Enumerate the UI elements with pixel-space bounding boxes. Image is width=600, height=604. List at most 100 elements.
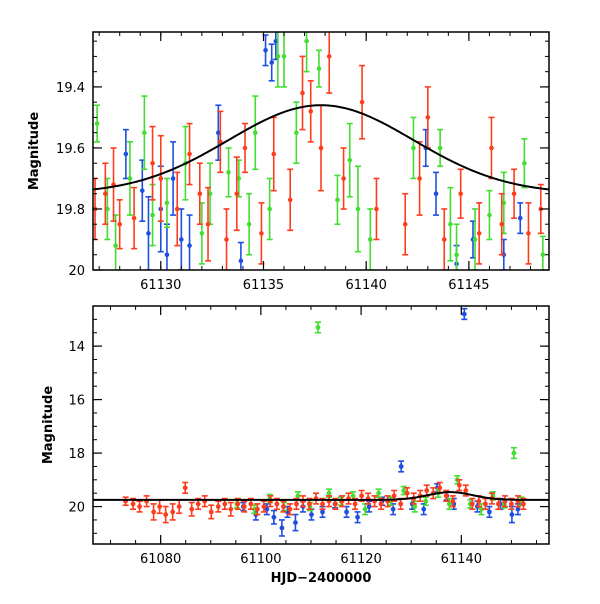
full-point-red <box>156 499 163 515</box>
data-point <box>489 145 494 151</box>
zoom-point-green <box>266 177 273 241</box>
zoom-point-red <box>102 162 109 226</box>
data-point <box>235 501 241 507</box>
data-point <box>158 176 164 181</box>
data-point <box>130 501 136 507</box>
data-point <box>274 501 280 507</box>
zoom-point-red <box>318 104 324 192</box>
full-y-tick-label: 18 <box>68 447 85 462</box>
data-point <box>350 493 356 499</box>
full-data-layer <box>93 307 549 537</box>
zoom-point-green <box>303 32 310 73</box>
data-point <box>151 509 157 515</box>
zoom-point-red <box>233 156 240 232</box>
data-point <box>295 493 301 499</box>
data-point <box>437 145 443 151</box>
data-point <box>487 212 492 218</box>
data-point <box>476 231 482 236</box>
data-point <box>391 493 397 499</box>
full-y-tick-label: 16 <box>68 394 85 409</box>
zoom-point-blue <box>433 171 440 216</box>
data-point <box>509 501 514 507</box>
zoom-point-green <box>315 49 322 88</box>
full-point-red <box>143 495 150 508</box>
full-plot-frame <box>92 305 550 545</box>
data-point <box>469 501 475 507</box>
data-point <box>293 520 298 526</box>
full-point-red <box>188 501 195 517</box>
full-point-red <box>280 500 287 513</box>
full-point-blue <box>366 500 373 513</box>
data-point <box>179 237 184 242</box>
zoom-point-green <box>225 147 232 198</box>
data-point <box>105 206 110 212</box>
zoom-point-red <box>258 202 265 265</box>
data-point <box>263 48 268 53</box>
data-point <box>347 157 353 163</box>
data-point <box>401 488 407 493</box>
data-point <box>241 504 247 509</box>
zoom-point-blue <box>139 159 146 222</box>
zoom-point-red <box>186 122 193 186</box>
data-point <box>139 188 145 193</box>
zoom-point-green <box>94 104 101 143</box>
zoom-point-green <box>141 95 148 171</box>
zoom-point-red <box>205 186 212 262</box>
data-point <box>458 191 463 197</box>
zoom-point-green <box>539 235 546 270</box>
data-point <box>341 176 346 181</box>
data-point <box>269 60 275 65</box>
full-point-blue <box>486 505 493 519</box>
data-point <box>441 237 447 242</box>
zoom-point-red <box>131 186 138 250</box>
data-point <box>259 231 264 236</box>
data-point <box>495 501 501 507</box>
zoom-point-red <box>359 64 366 140</box>
data-point <box>366 504 372 509</box>
zoom-point-red <box>326 32 333 94</box>
zoom-point-green <box>410 116 417 180</box>
full-point-red <box>469 497 476 511</box>
full-point-red <box>286 503 293 516</box>
zoom-point-green <box>354 165 361 253</box>
zoom-point-red <box>441 208 448 270</box>
zoom-point-blue <box>268 43 275 82</box>
zoom-y-tick-label: 19.4 <box>56 81 85 96</box>
data-point <box>222 501 228 507</box>
zoom-point-green <box>367 208 374 270</box>
data-point <box>486 509 492 515</box>
full-point-green <box>422 496 429 507</box>
data-point <box>454 252 459 258</box>
full-point-red <box>122 496 129 507</box>
zoom-point-red <box>110 147 117 222</box>
data-point <box>316 66 322 71</box>
full-point-red <box>482 497 489 511</box>
zoom-point-blue <box>178 208 185 270</box>
data-point <box>511 450 517 456</box>
zoom-y-tick-label: 19.6 <box>56 142 85 157</box>
data-point <box>300 90 305 96</box>
zoom-point-green <box>126 141 133 216</box>
data-point <box>234 191 240 197</box>
zoom-plot-frame <box>92 31 550 271</box>
full-point-red <box>306 497 313 511</box>
data-point <box>228 506 234 512</box>
zoom-data-layer <box>93 32 549 270</box>
data-point <box>463 488 469 493</box>
data-point <box>157 504 163 509</box>
full-x-tick-label: 61140 <box>441 552 482 567</box>
zoom-point-red <box>498 192 505 256</box>
data-point <box>501 200 507 206</box>
data-point <box>367 237 373 242</box>
full-x-tick-label: 61120 <box>340 552 381 567</box>
data-point <box>335 197 340 203</box>
full-ylabel: Magnitude <box>41 386 56 465</box>
full-point-red <box>241 500 248 513</box>
data-point <box>402 221 408 227</box>
zoom-point-green <box>521 137 528 189</box>
data-point <box>281 504 286 509</box>
full-x-tick-label: 61100 <box>240 552 281 567</box>
full-point-green <box>375 488 382 499</box>
data-point <box>404 490 410 496</box>
